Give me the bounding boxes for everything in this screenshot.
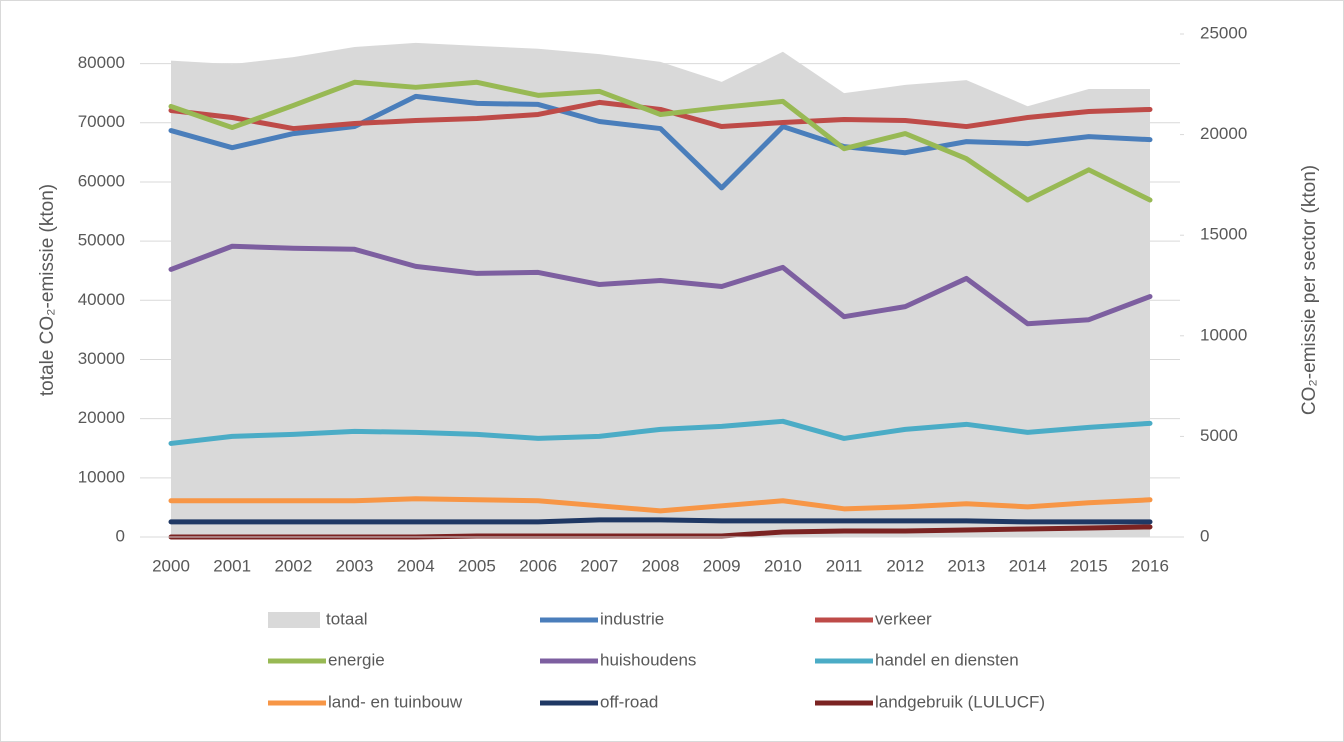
area	[171, 42, 1150, 538]
line	[168, 496, 1153, 514]
x-tick-label: 2005	[458, 556, 496, 575]
x-tick-label: 2002	[274, 556, 312, 575]
y2-axis-title: CO₂-emissie per sector (kton)	[1299, 165, 1320, 415]
y-axis-title: totale CO₂-emissie (kton)	[37, 184, 58, 396]
y2-tick-label: 20000	[1200, 124, 1247, 143]
legend-label: industrie	[600, 609, 664, 628]
y-tick-label: 70000	[78, 112, 125, 131]
y2-tick-label: 0	[1200, 526, 1209, 545]
x-tick-label: 2013	[948, 556, 986, 575]
y2-tick-label: 25000	[1200, 23, 1247, 42]
y-tick-label: 60000	[78, 171, 125, 190]
legend-label: totaal	[326, 609, 368, 628]
y-tick-label: 0	[116, 526, 125, 545]
legend-swatch	[268, 612, 320, 628]
y2-tick-label: 10000	[1200, 325, 1247, 344]
x-tick-label: 2014	[1009, 556, 1047, 575]
y-tick-label: 80000	[78, 53, 125, 72]
y2-tick-label: 5000	[1200, 426, 1238, 445]
legend-label: handel en diensten	[875, 650, 1019, 669]
x-tick-label: 2000	[152, 556, 190, 575]
x-tick-label: 2016	[1131, 556, 1169, 575]
y-tick-label: 20000	[78, 408, 125, 427]
x-tick-label: 2003	[336, 556, 374, 575]
line	[168, 418, 1153, 446]
x-tick-label: 2010	[764, 556, 802, 575]
x-tick-label: 2006	[519, 556, 557, 575]
x-tick-label: 2012	[886, 556, 924, 575]
x-tick-label: 2015	[1070, 556, 1108, 575]
legend-label: energie	[328, 650, 385, 669]
y-tick-label: 10000	[78, 467, 125, 486]
legend-label: landgebruik (LULUCF)	[875, 692, 1045, 711]
x-tick-label: 2007	[580, 556, 618, 575]
legend-label: land- en tuinbouw	[328, 692, 463, 711]
x-tick-label: 2001	[213, 556, 251, 575]
x-tick-label: 2008	[642, 556, 680, 575]
line	[168, 243, 1153, 327]
line	[168, 517, 1153, 525]
legend-label: huishoudens	[600, 650, 696, 669]
legend-label: off-road	[600, 692, 658, 711]
y-tick-label: 30000	[78, 349, 125, 368]
y2-tick-label: 15000	[1200, 225, 1247, 244]
legend-label: verkeer	[875, 609, 932, 628]
line	[168, 99, 1153, 132]
y-tick-label: 40000	[78, 290, 125, 309]
x-tick-label: 2004	[397, 556, 435, 575]
y-tick-label: 50000	[78, 231, 125, 250]
x-tick-label: 2009	[703, 556, 741, 575]
line	[168, 93, 1153, 191]
x-tick-label: 2011	[826, 556, 863, 575]
line	[168, 79, 1153, 203]
